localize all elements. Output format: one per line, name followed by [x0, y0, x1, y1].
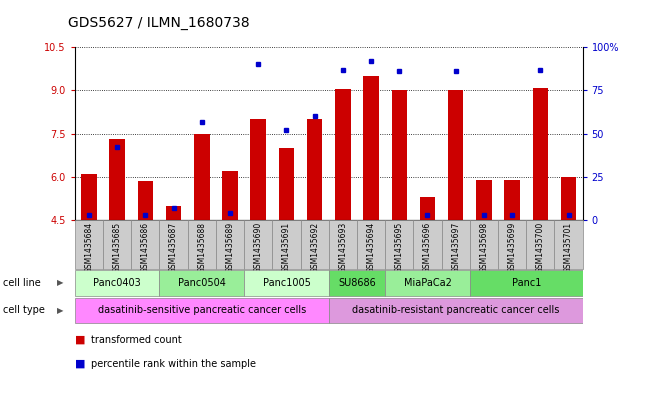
Text: GSM1435692: GSM1435692 [310, 222, 319, 273]
Text: transformed count: transformed count [91, 335, 182, 345]
Text: SU8686: SU8686 [338, 278, 376, 288]
Bar [391, 90, 407, 220]
Text: cell line: cell line [3, 278, 41, 288]
Bar [244, 220, 272, 269]
Text: GSM1435685: GSM1435685 [113, 222, 122, 273]
Text: GDS5627 / ILMN_1680738: GDS5627 / ILMN_1680738 [68, 16, 250, 30]
Text: GSM1435687: GSM1435687 [169, 222, 178, 273]
Bar [81, 174, 97, 220]
Text: GSM1435690: GSM1435690 [254, 222, 263, 273]
Bar [555, 220, 583, 269]
Bar [476, 180, 492, 220]
Bar [470, 270, 583, 296]
Bar [301, 220, 329, 269]
Text: GSM1435693: GSM1435693 [339, 222, 348, 273]
Bar [244, 270, 329, 296]
Text: GSM1435696: GSM1435696 [423, 222, 432, 273]
Bar [187, 220, 216, 269]
Bar [75, 220, 103, 269]
Text: Panc0403: Panc0403 [93, 278, 141, 288]
Bar [505, 180, 520, 220]
Text: GSM1435700: GSM1435700 [536, 222, 545, 273]
Text: GSM1435694: GSM1435694 [367, 222, 376, 273]
Text: Panc1: Panc1 [512, 278, 541, 288]
Bar [132, 220, 159, 269]
Bar [251, 119, 266, 220]
Text: ■: ■ [75, 335, 85, 345]
Bar [216, 220, 244, 269]
Bar [385, 220, 413, 269]
Text: ■: ■ [75, 358, 85, 369]
Bar [335, 89, 351, 220]
Bar [307, 119, 322, 220]
Bar [498, 220, 526, 269]
Text: GSM1435697: GSM1435697 [451, 222, 460, 273]
Text: Panc1005: Panc1005 [262, 278, 311, 288]
Bar [441, 220, 470, 269]
Bar [329, 298, 583, 323]
Text: ▶: ▶ [57, 279, 63, 287]
Text: cell type: cell type [3, 305, 45, 316]
Bar [222, 171, 238, 220]
Bar [385, 270, 470, 296]
Text: dasatinib-sensitive pancreatic cancer cells: dasatinib-sensitive pancreatic cancer ce… [98, 305, 306, 316]
Text: GSM1435691: GSM1435691 [282, 222, 291, 273]
Bar [329, 220, 357, 269]
Text: ▶: ▶ [57, 306, 63, 315]
Bar [329, 270, 385, 296]
Bar [194, 134, 210, 220]
Bar [533, 88, 548, 220]
Bar [109, 140, 125, 220]
Bar [279, 148, 294, 220]
Text: MiaPaCa2: MiaPaCa2 [404, 278, 451, 288]
Bar [526, 220, 555, 269]
Text: GSM1435695: GSM1435695 [395, 222, 404, 273]
Text: dasatinib-resistant pancreatic cancer cells: dasatinib-resistant pancreatic cancer ce… [352, 305, 559, 316]
Bar [75, 270, 159, 296]
Text: percentile rank within the sample: percentile rank within the sample [91, 358, 256, 369]
Text: GSM1435698: GSM1435698 [479, 222, 488, 273]
Text: GSM1435686: GSM1435686 [141, 222, 150, 273]
Text: GSM1435688: GSM1435688 [197, 222, 206, 273]
Bar [363, 76, 379, 220]
Text: Panc0504: Panc0504 [178, 278, 226, 288]
Bar [357, 220, 385, 269]
Bar [159, 270, 244, 296]
Bar [272, 220, 301, 269]
Text: GSM1435699: GSM1435699 [508, 222, 517, 273]
Text: GSM1435684: GSM1435684 [85, 222, 94, 273]
Bar [470, 220, 498, 269]
Bar [137, 181, 153, 220]
Text: GSM1435701: GSM1435701 [564, 222, 573, 273]
Text: GSM1435689: GSM1435689 [225, 222, 234, 273]
Bar [413, 220, 441, 269]
Bar [103, 220, 132, 269]
Bar [166, 206, 182, 220]
Bar [75, 298, 329, 323]
Bar [448, 90, 464, 220]
Bar [561, 177, 576, 220]
Bar [420, 197, 436, 220]
Bar [159, 220, 187, 269]
